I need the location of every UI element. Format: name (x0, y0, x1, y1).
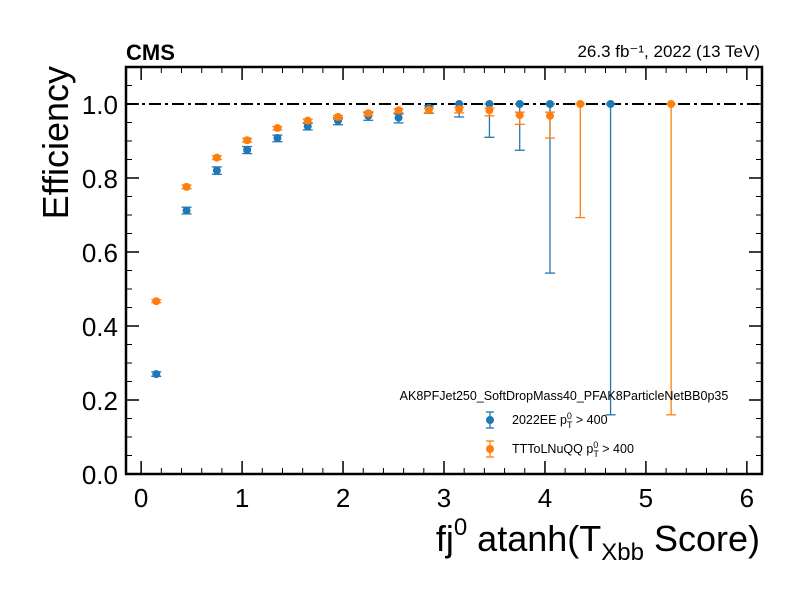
legend-marker-2022ee (486, 416, 494, 424)
series-2022ee (151, 100, 616, 416)
data-point (334, 112, 342, 121)
x-tick-label: 6 (740, 483, 754, 513)
data-point (424, 105, 433, 114)
legend-threshold: > 400 (572, 413, 607, 427)
y-tick-label: 0.8 (82, 164, 118, 194)
data-point (364, 109, 373, 118)
axis-ticks: 0 1 2 3 4 5 6 0.0 0.2 0.4 0.6 0.8 1.0 (82, 67, 762, 513)
x-axis-label-end: Score) (644, 518, 760, 559)
data-points (151, 100, 677, 416)
x-tick-label: 1 (235, 483, 249, 513)
legend-threshold: > 400 (599, 442, 634, 456)
x-axis-label-mid: atanh(T (467, 518, 601, 559)
legend-p-sup: 0 (567, 411, 572, 421)
data-point (212, 153, 221, 162)
x-tick-label: 0 (134, 483, 148, 513)
plot-frame (124, 65, 764, 476)
x-tick-label: 4 (538, 483, 552, 513)
x-tick-label: 2 (336, 483, 350, 513)
legend: AK8PFJet250_SoftDropMass40_PFAK8Particle… (400, 389, 729, 459)
data-point (182, 182, 191, 191)
data-point (212, 166, 221, 175)
legend-p-sup: 0 (593, 440, 598, 450)
y-tick-label: 0.4 (82, 312, 118, 342)
data-point (152, 370, 161, 379)
data-point (303, 116, 312, 125)
legend-p-symbol: p (560, 413, 567, 427)
data-point (515, 100, 524, 108)
data-point (546, 111, 554, 120)
data-point (273, 134, 282, 143)
x-tick-label: 3 (437, 483, 451, 513)
data-point (243, 145, 252, 154)
data-point (273, 124, 282, 133)
y-tick-label: 0.0 (82, 460, 118, 490)
data-point (667, 100, 676, 108)
legend-title: AK8PFJet250_SoftDropMass40_PFAK8Particle… (400, 389, 729, 403)
data-point (303, 122, 312, 131)
data-point (606, 100, 615, 108)
x-axis-label-sub: Xbb (601, 539, 644, 566)
data-point (455, 105, 464, 114)
legend-series-name: 2022EE (512, 413, 556, 427)
data-point (182, 206, 191, 215)
data-point (394, 106, 403, 115)
data-point (485, 100, 494, 108)
data-point (576, 100, 585, 108)
data-point (152, 297, 161, 306)
x-axis-label-sup: 0 (454, 514, 467, 541)
x-tick-label: 5 (639, 483, 653, 513)
legend-series-name: TTToLNuQQ (512, 442, 583, 456)
legend-entry-tttolnuqq: TTToLNuQQ p0 T > 400 (486, 440, 634, 459)
x-axis-label: fj0 atanh(TXbb Score) (436, 514, 760, 566)
luminosity-label: 26.3 fb⁻¹, 2022 (13 TeV) (577, 42, 760, 61)
experiment-label: CMS (126, 40, 175, 65)
legend-p-sub: T (567, 420, 573, 430)
x-axis-label-main: fj (436, 518, 454, 559)
legend-marker-tttolnuqq (486, 445, 494, 453)
legend-p-sub: T (593, 449, 599, 459)
y-tick-label: 0.6 (82, 238, 118, 268)
y-tick-label: 1.0 (82, 90, 118, 120)
y-tick-label: 0.2 (82, 386, 118, 416)
data-point (394, 113, 403, 122)
data-point (485, 106, 494, 115)
series-tttolnuqq (151, 100, 677, 416)
data-point (515, 111, 524, 120)
legend-entry-2022ee: 2022EE p0 T > 400 (486, 411, 608, 430)
data-point (243, 136, 252, 145)
data-point (546, 100, 554, 108)
legend-label-tttolnuqq: TTToLNuQQ p0 T > 400 (512, 440, 634, 459)
legend-p-symbol: p (586, 442, 593, 456)
y-axis-label: Efficiency (35, 66, 76, 219)
legend-label-2022ee: 2022EE p0 T > 400 (512, 411, 608, 430)
